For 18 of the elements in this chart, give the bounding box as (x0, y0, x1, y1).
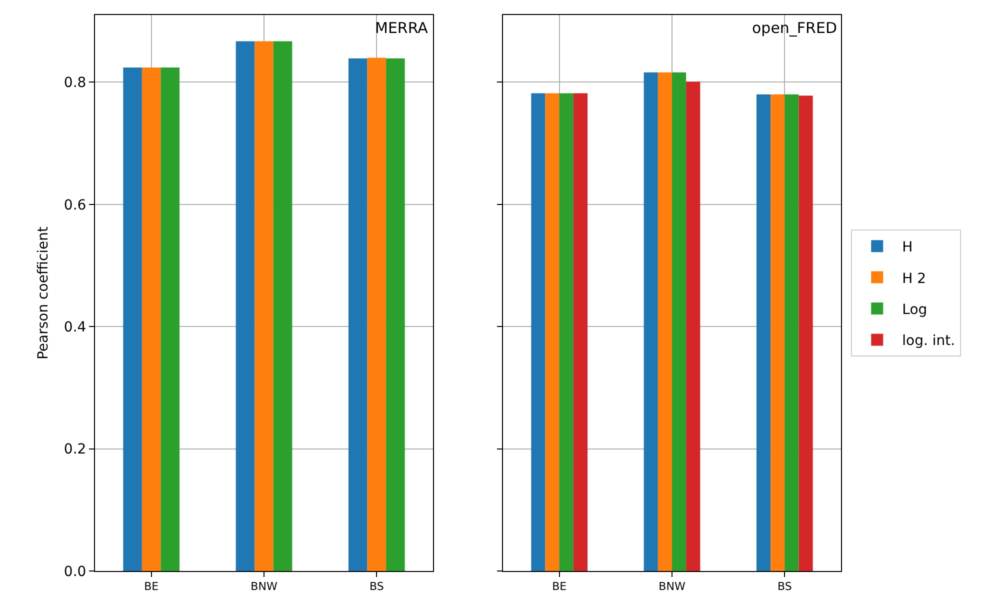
legend-label: log. int. (902, 333, 956, 350)
x-tick-label: BS (778, 580, 792, 594)
x-tick-label: BE (552, 580, 567, 594)
chart-title: open_FRED (752, 19, 838, 37)
legend-label: H (902, 240, 913, 256)
y-axis-title: Pearson coefficient (36, 226, 52, 360)
x-tick-label: BS (370, 580, 384, 594)
legend-label: H 2 (902, 270, 926, 287)
x-tick-label: BE (144, 580, 159, 594)
y-tick-label: 0.0 (64, 564, 86, 580)
legend-label: Log (902, 302, 928, 318)
y-tick-label: 0.6 (64, 197, 86, 214)
x-tick-label: BNW (250, 580, 278, 594)
y-tick-label: 0.4 (64, 320, 86, 336)
x-tick-label: BNW (658, 580, 686, 594)
y-tick-label: 0.2 (64, 442, 86, 458)
chart-title: MERRA (375, 19, 429, 37)
y-tick-label: 0.8 (64, 75, 86, 92)
